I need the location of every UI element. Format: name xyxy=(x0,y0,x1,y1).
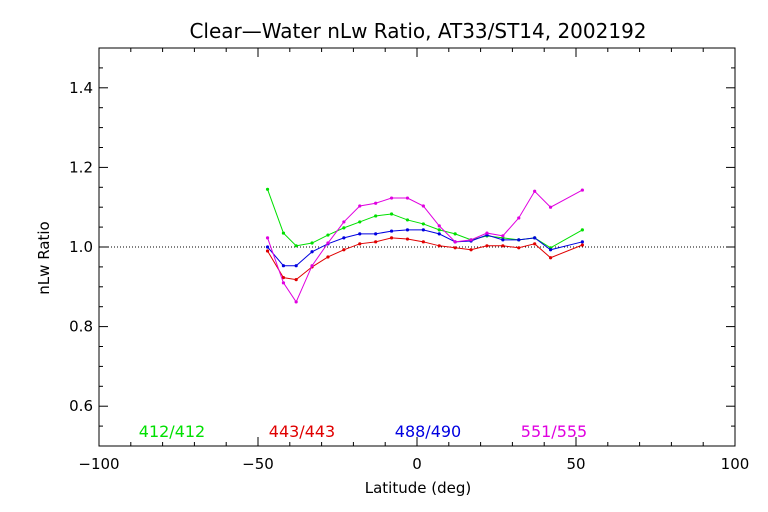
data-point xyxy=(342,226,346,230)
data-point xyxy=(437,228,441,232)
y-axis-label: nLw Ratio xyxy=(35,221,53,294)
data-point xyxy=(374,232,378,236)
x-axis-label: Latitude (deg) xyxy=(365,479,471,497)
data-point xyxy=(533,189,537,193)
data-point xyxy=(517,216,521,220)
data-point xyxy=(358,204,362,208)
data-point xyxy=(421,222,425,226)
data-point xyxy=(501,244,505,248)
data-point xyxy=(389,236,394,240)
axis-ticks xyxy=(98,47,736,447)
data-point xyxy=(580,240,584,244)
data-point xyxy=(437,232,441,236)
data-point xyxy=(453,246,457,250)
data-point xyxy=(374,214,378,218)
data-point xyxy=(548,205,553,209)
series-488-490 xyxy=(265,228,584,268)
data-point xyxy=(310,264,314,268)
data-point xyxy=(265,249,270,253)
legend: 412/412 443/443 488/490 551/555 xyxy=(139,422,587,441)
data-point xyxy=(281,231,286,235)
data-point xyxy=(405,196,410,200)
data-point xyxy=(310,241,314,245)
data-point xyxy=(485,231,489,235)
data-point xyxy=(533,242,537,246)
data-point xyxy=(358,232,362,236)
data-point xyxy=(469,238,473,242)
data-point xyxy=(421,204,425,208)
data-point xyxy=(358,220,362,224)
data-point xyxy=(326,233,330,237)
data-point xyxy=(437,244,441,248)
series-412-412 xyxy=(265,187,584,250)
data-point xyxy=(580,243,584,247)
y-tick-label: 1.4 xyxy=(69,79,93,97)
data-point xyxy=(533,236,537,240)
x-tick-label: 0 xyxy=(412,455,422,473)
data-point xyxy=(517,246,521,250)
data-point xyxy=(342,248,346,252)
data-point xyxy=(453,232,457,236)
tick-labels: −100 −50 0 50 100 0.6 0.8 1.0 1.2 1.4 xyxy=(69,79,749,473)
data-point xyxy=(265,236,270,240)
data-point xyxy=(453,240,457,244)
data-point xyxy=(517,238,521,242)
data-point xyxy=(469,248,473,252)
x-tick-label: 100 xyxy=(721,455,750,473)
data-point xyxy=(580,188,584,192)
data-point xyxy=(281,264,286,268)
y-tick-label: 1.0 xyxy=(69,238,93,256)
data-point xyxy=(405,228,410,232)
y-tick-label: 0.8 xyxy=(69,318,93,336)
data-point xyxy=(326,241,330,245)
y-tick-label: 1.2 xyxy=(69,158,93,176)
data-point xyxy=(421,228,425,232)
data-point xyxy=(281,281,286,285)
data-point xyxy=(501,238,505,242)
x-tick-label: −50 xyxy=(242,455,274,473)
data-point xyxy=(294,264,298,268)
data-point xyxy=(342,220,346,224)
data-point xyxy=(405,218,410,222)
data-point xyxy=(374,240,378,244)
data-point xyxy=(294,278,298,282)
data-point xyxy=(405,237,410,241)
legend-entry: 443/443 xyxy=(269,422,335,441)
data-point xyxy=(294,244,298,248)
data-point xyxy=(437,224,441,228)
data-point xyxy=(580,228,584,232)
legend-entry: 551/555 xyxy=(521,422,587,441)
x-tick-label: 50 xyxy=(566,455,585,473)
data-point xyxy=(548,248,553,252)
series-group xyxy=(265,187,584,304)
data-point xyxy=(342,236,346,240)
series-551-555 xyxy=(265,188,584,304)
data-point xyxy=(294,300,298,304)
data-point xyxy=(310,250,314,254)
data-point xyxy=(421,240,425,244)
data-point xyxy=(358,242,362,246)
data-point xyxy=(485,244,489,248)
x-tick-label: −100 xyxy=(78,455,119,473)
data-point xyxy=(389,196,394,200)
data-point xyxy=(281,276,286,280)
series-line xyxy=(267,237,583,281)
data-point xyxy=(374,201,378,205)
data-point xyxy=(389,229,394,233)
legend-entry: 412/412 xyxy=(139,422,205,441)
series-line xyxy=(267,229,583,267)
data-point xyxy=(326,255,330,259)
legend-entry: 488/490 xyxy=(395,422,461,441)
data-point xyxy=(501,234,505,238)
y-tick-label: 0.6 xyxy=(69,397,93,415)
data-point xyxy=(265,245,270,249)
series-line xyxy=(267,189,583,303)
data-point xyxy=(265,187,270,191)
data-point xyxy=(548,256,553,260)
chart-title: Clear—Water nLw Ratio, AT33/ST14, 200219… xyxy=(189,19,646,43)
data-point xyxy=(389,212,394,216)
